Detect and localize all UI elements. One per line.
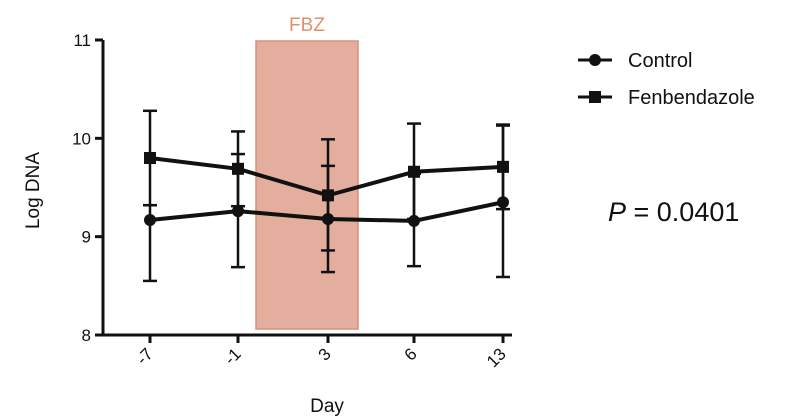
y-tick-label: 11 [73, 31, 91, 50]
x-tick-label: 3 [315, 344, 335, 364]
series-layer [143, 109, 510, 283]
legend-control-marker [589, 54, 601, 66]
legend-fenbendazole-label: Fenbendazole [628, 87, 755, 109]
legend-fenbendazole-marker [589, 91, 601, 103]
data-point [144, 213, 156, 226]
data-point [497, 160, 509, 173]
data-point [232, 162, 244, 175]
x-tick-label: 6 [401, 344, 421, 364]
data-point [232, 205, 244, 218]
data-point [322, 189, 334, 202]
axes [101, 40, 512, 337]
data-point [408, 165, 420, 178]
x-tick-label: 13 [483, 344, 510, 371]
p-symbol: P [608, 197, 626, 227]
legend-item-control: Control [578, 50, 692, 72]
fbz-band-label: FBZ [289, 15, 325, 36]
y-tick-label: 9 [82, 228, 91, 247]
y-tick-label: 10 [72, 129, 91, 148]
x-axis-title: Day [310, 396, 344, 417]
x-tick-label: -7 [133, 344, 157, 368]
y-tick-label: 8 [82, 326, 91, 345]
y-axis-title: Log DNA [23, 152, 44, 229]
fbz-treatment-band [255, 40, 359, 330]
series-fenbendazole [143, 109, 510, 252]
data-point [144, 152, 156, 164]
y-ticks: 8 9 10 11 [72, 31, 103, 345]
x-ticks: -7 -1 3 6 13 [133, 335, 510, 371]
legend: Control Fenbendazole [578, 50, 755, 109]
legend-control-label: Control [628, 50, 692, 72]
legend-item-fenbendazole: Fenbendazole [578, 87, 755, 109]
p-value-text: = 0.0401 [626, 197, 739, 227]
x-tick-label: -1 [221, 344, 245, 368]
p-value-annotation: P = 0.0401 [608, 197, 739, 227]
